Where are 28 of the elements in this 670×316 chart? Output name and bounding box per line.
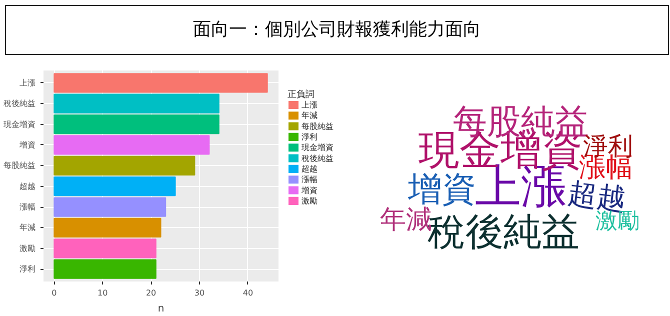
y-tick-label: 增資 <box>18 140 36 150</box>
legend-label: 漲幅 <box>302 175 318 184</box>
legend-label: 激勵 <box>302 196 318 206</box>
y-tick-label: 淨利 <box>20 264 36 274</box>
y-tick-label: 漲幅 <box>20 202 36 212</box>
legend-label: 超越 <box>302 164 318 174</box>
y-tick-label: 激勵 <box>20 244 36 253</box>
x-tick-label: 0 <box>52 288 57 298</box>
legend-label: 現金增資 <box>302 143 334 152</box>
x-axis-title: n <box>158 304 164 314</box>
y-tick-label: 上漲 <box>20 78 36 88</box>
y-tick-label: 超越 <box>20 182 36 191</box>
legend-label: 年減 <box>302 111 318 120</box>
y-tick-label: 每股純益 <box>4 161 36 170</box>
legend-label: 增資 <box>300 186 318 195</box>
legend-label: 淨利 <box>302 132 318 142</box>
text: 面向一：個別公司財報獲利能力面向 <box>193 18 481 42</box>
y-tick-label: 現金增資 <box>4 120 36 129</box>
legend-label: 稅後純益 <box>302 154 334 163</box>
legend-title: 正負詞 <box>288 89 314 100</box>
y-tick-label: 年減 <box>20 223 36 232</box>
x-tick-label: 40 <box>242 288 254 298</box>
legend-label: 上漲 <box>302 100 318 110</box>
x-tick-label: 30 <box>194 288 205 298</box>
x-tick-label: 10 <box>98 288 108 298</box>
legend-label: 每股純益 <box>302 122 334 131</box>
x-tick-label: 20 <box>146 288 156 298</box>
y-tick-label: 稅後純益 <box>4 99 36 108</box>
